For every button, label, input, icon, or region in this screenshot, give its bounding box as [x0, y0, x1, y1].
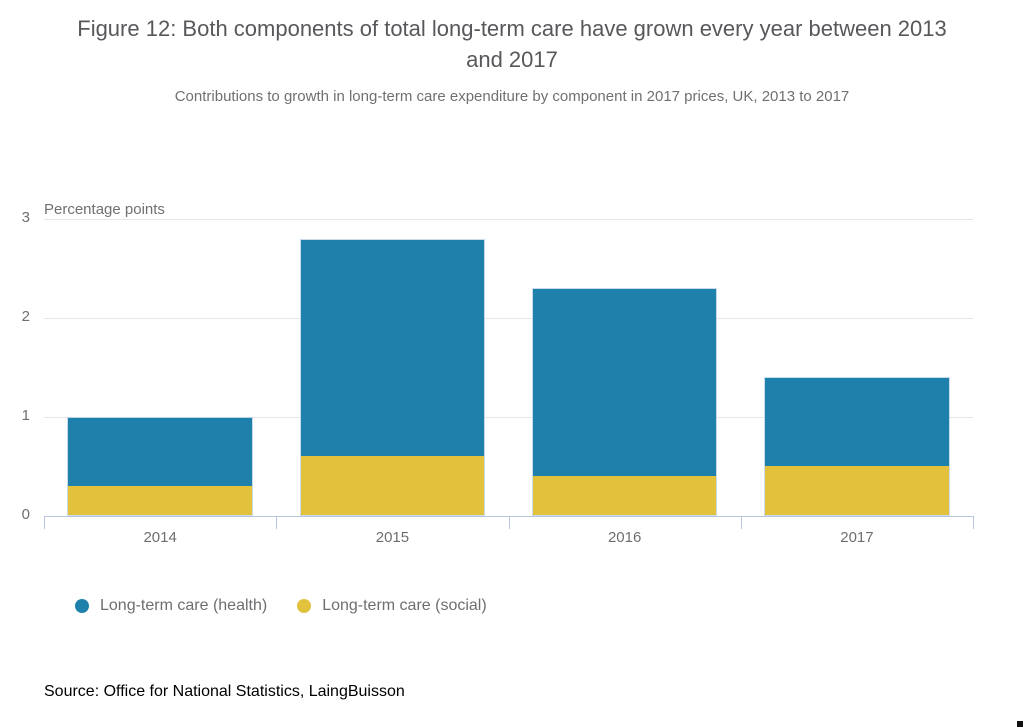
x-axis-label-2017: 2017	[840, 529, 874, 546]
bar-segment-2015-social[interactable]	[300, 456, 485, 515]
legend-label: Long-term care (health)	[100, 597, 268, 614]
legend: Long-term care (health) Long-term care (s…	[75, 597, 487, 615]
bar-segment-2016-social[interactable]	[532, 475, 717, 515]
y-tick-label-0: 0	[21, 506, 30, 523]
x-axis-label-2014: 2014	[143, 529, 177, 546]
legend-dot-icon	[75, 599, 89, 613]
gridline-2	[44, 318, 973, 319]
legend-dot-icon	[297, 599, 312, 613]
x-axis-tick	[44, 516, 45, 529]
bar-2016[interactable]	[531, 288, 718, 516]
x-axis-tick	[276, 516, 277, 529]
bar-segment-2014-health[interactable]	[68, 418, 252, 486]
x-axis-line	[44, 516, 973, 517]
y-tick-label-1: 1	[21, 407, 30, 424]
x-axis-tick	[973, 516, 974, 529]
x-axis-label-2016: 2016	[607, 529, 642, 546]
y-axis-title: Percentage points	[44, 201, 165, 218]
bar-2015[interactable]	[299, 238, 486, 516]
chart-title: Figure 12: Both components of total long…	[77, 16, 947, 72]
bar-segment-2015-health[interactable]	[300, 239, 485, 457]
legend-item-social[interactable]: Long-term care (social)	[297, 597, 487, 615]
bar-segment-2014-social[interactable]	[68, 485, 252, 515]
bar-2014[interactable]	[67, 417, 253, 516]
y-tick-label-3: 3	[21, 209, 30, 226]
gridline-3	[44, 219, 973, 220]
bar-segment-2017-social[interactable]	[765, 466, 949, 515]
bar-segment-2016-health[interactable]	[532, 289, 717, 476]
x-axis-tick	[741, 516, 742, 529]
gridline-1	[44, 417, 973, 418]
legend-item-health[interactable]: Long-term care (health)	[75, 597, 267, 615]
bar-2017[interactable]	[764, 377, 950, 516]
y-tick-label-2: 2	[21, 308, 30, 325]
x-axis-label-2015: 2015	[375, 529, 410, 546]
corner-artifact	[1017, 721, 1023, 727]
legend-label: Long-term care (social)	[322, 597, 487, 614]
chart-subtitle: Contributions to growth in long-term car…	[174, 88, 850, 105]
x-axis-tick	[509, 516, 510, 529]
bar-segment-2017-health[interactable]	[765, 378, 949, 467]
source-note: Source: Office for National Statistics, …	[44, 683, 405, 700]
